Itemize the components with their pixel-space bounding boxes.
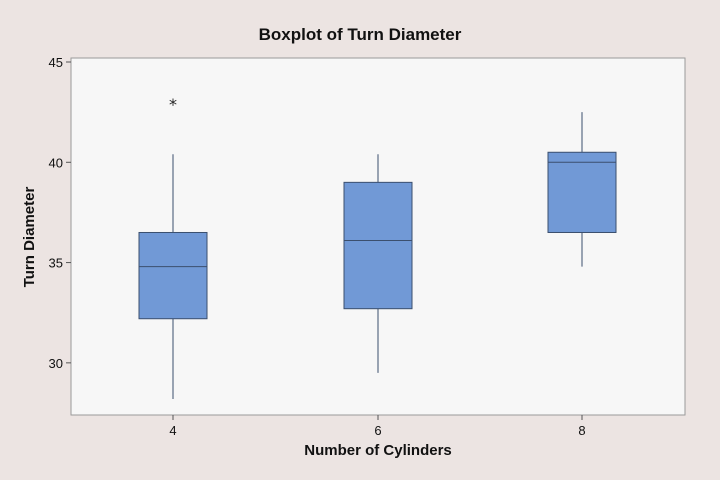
y-tick-label-35: 35 xyxy=(49,256,63,271)
x-tick-label-6: 6 xyxy=(374,423,381,438)
box-6 xyxy=(343,154,413,373)
y-tick-label-45: 45 xyxy=(49,55,63,70)
x-tick-label-4: 4 xyxy=(169,423,176,438)
y-axis: 30 35 40 45 xyxy=(49,55,71,371)
boxes-group: * xyxy=(138,95,617,399)
x-axis-label: Number of Cylinders xyxy=(304,442,452,459)
chart-title: Boxplot of Turn Diameter xyxy=(259,25,462,44)
iqr-box-6 xyxy=(343,181,413,310)
outlier-4-0: * xyxy=(169,95,177,114)
y-axis-label: Turn Diameter xyxy=(21,187,38,288)
y-tick-label-30: 30 xyxy=(49,356,63,371)
y-tick-label-40: 40 xyxy=(49,155,63,170)
iqr-box-8 xyxy=(547,151,617,233)
iqr-box-4 xyxy=(138,231,208,320)
box-8 xyxy=(547,112,617,267)
x-tick-label-8: 8 xyxy=(578,423,585,438)
x-axis: 4 6 8 xyxy=(169,415,586,438)
box-4: * xyxy=(138,95,208,399)
